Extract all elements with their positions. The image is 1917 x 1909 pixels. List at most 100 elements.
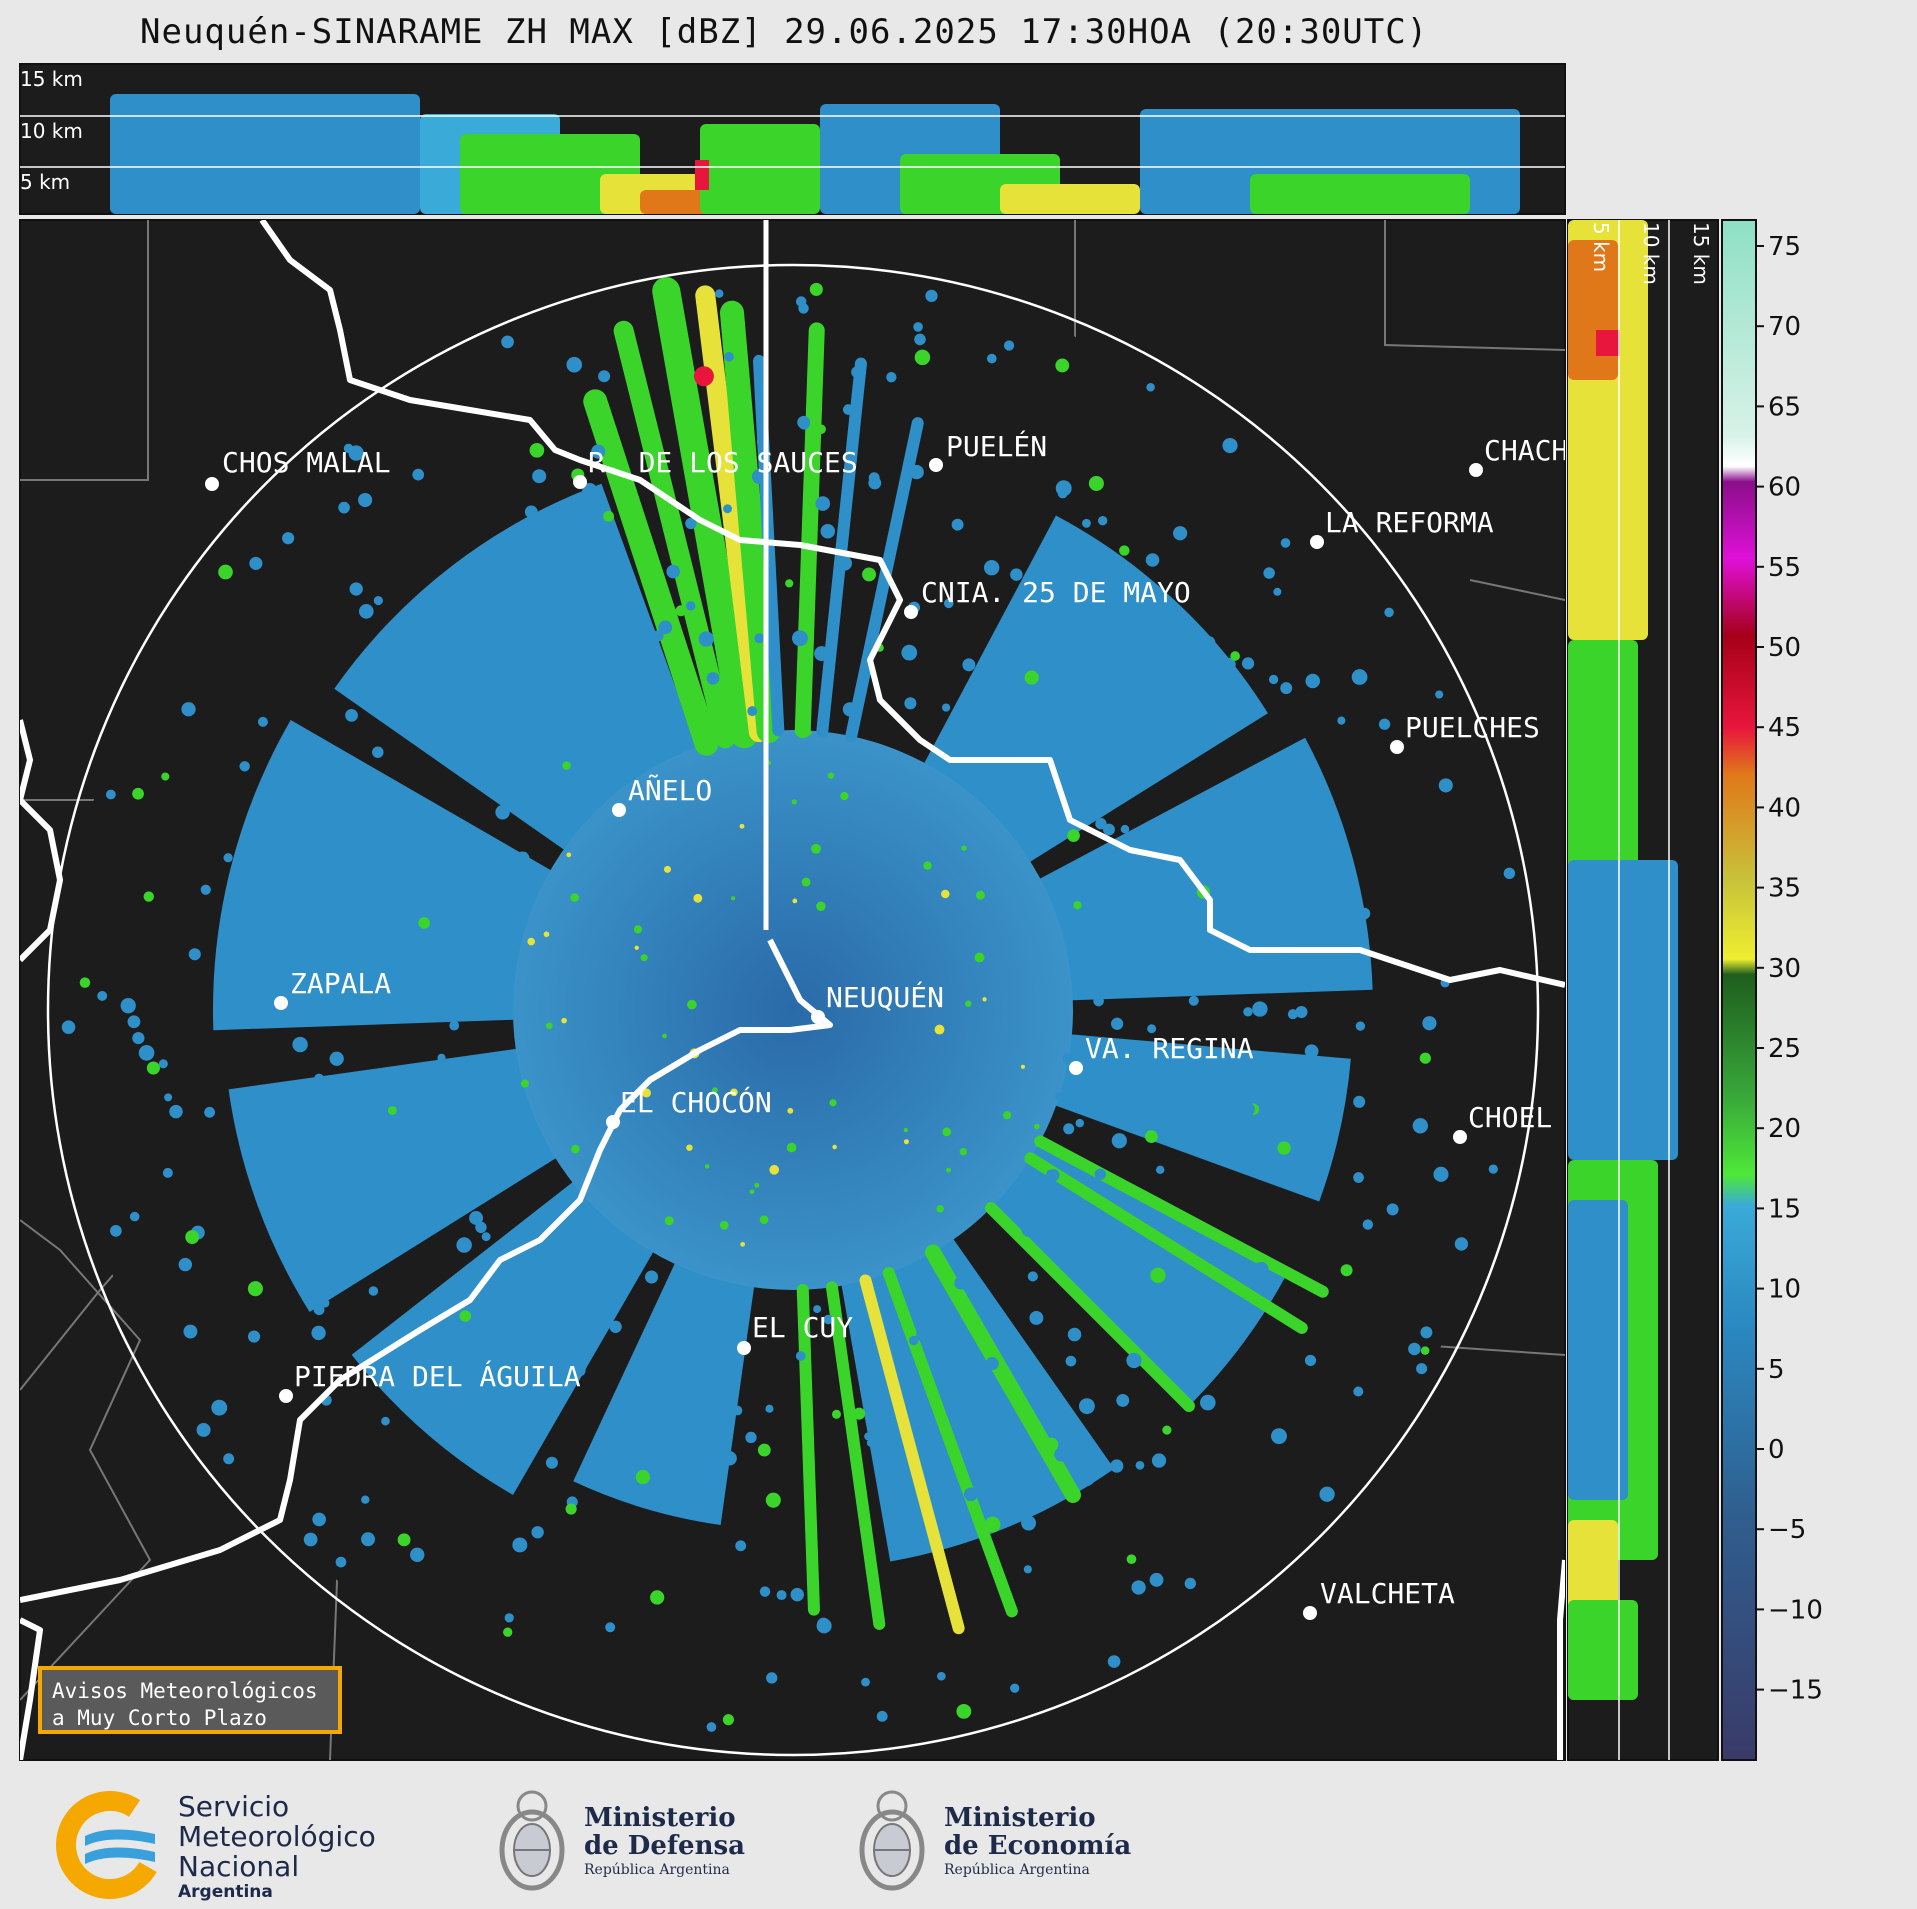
radar-dot <box>1073 890 1084 901</box>
colorbar-tick-label: 55 <box>1768 553 1801 583</box>
svg-text:EL CUY: EL CUY <box>752 1311 853 1344</box>
side-profile-echo <box>1568 860 1678 1160</box>
city-villa-regina: VA. REGINA <box>1069 1032 1254 1075</box>
radar-dot <box>790 1587 804 1602</box>
side-alt-label-5: 5 km <box>1589 222 1613 272</box>
svg-text:VALCHETA: VALCHETA <box>1320 1577 1455 1610</box>
radar-dot <box>338 501 350 514</box>
radar-dot <box>754 1182 760 1188</box>
radar-dot <box>1146 382 1155 392</box>
radar-dot <box>901 644 918 661</box>
radar-dot <box>829 1099 837 1107</box>
top-profile-echo <box>460 134 640 214</box>
radar-dot <box>609 1320 622 1333</box>
svg-text:VA. REGINA: VA. REGINA <box>1085 1032 1254 1065</box>
radar-dot <box>853 1407 866 1420</box>
side-profile-echo <box>1568 1600 1638 1700</box>
svg-text:PUELCHES: PUELCHES <box>1405 711 1540 744</box>
svg-text:ZAPALA: ZAPALA <box>290 967 391 1000</box>
radar-dot <box>785 579 794 588</box>
radar-dot <box>1123 661 1136 675</box>
rivers <box>20 220 1565 1760</box>
city-choele-choel: CHOEL <box>1453 1101 1552 1144</box>
radar-dot <box>635 1469 651 1485</box>
radar-dot <box>132 787 144 800</box>
radar-dot <box>851 366 863 378</box>
side-profile-echo <box>1568 1200 1628 1500</box>
radar-dot <box>1036 563 1053 579</box>
radar-dot <box>1065 1355 1077 1367</box>
radar-dot <box>437 1053 446 1062</box>
radar-dot <box>1433 1166 1449 1182</box>
radar-dot <box>1071 550 1083 562</box>
radar-dot <box>1386 1203 1399 1216</box>
radar-dot <box>566 852 572 858</box>
svg-text:CHOEL: CHOEL <box>1468 1101 1552 1134</box>
radar-dot <box>495 805 510 820</box>
radar-dot <box>1353 1095 1366 1108</box>
radar-dot <box>1135 1460 1145 1470</box>
radar-dot <box>666 564 680 579</box>
radar-dot <box>792 898 798 904</box>
argentina-coat-of-arms-icon <box>499 1790 565 1891</box>
radar-dot <box>809 282 823 296</box>
radar-dot <box>1010 1683 1020 1693</box>
radar-dot <box>625 1474 635 1483</box>
colorbar-tick-label: 75 <box>1768 232 1801 262</box>
radar-dot <box>562 761 571 770</box>
radar-ray <box>825 1281 886 1630</box>
city-puelen: PUELÉN <box>929 429 1047 472</box>
radar-dot <box>1280 538 1291 548</box>
radar-dot <box>1353 1172 1364 1183</box>
radar-dot <box>1095 599 1110 614</box>
colorbar-tick-label: 45 <box>1768 713 1801 743</box>
radar-dot <box>456 1237 472 1253</box>
radar-dot <box>1058 1432 1075 1449</box>
radar-dot <box>1295 1006 1308 1019</box>
radar-dot <box>1142 947 1152 956</box>
radar-ray <box>882 1267 1018 1618</box>
radar-dot <box>1284 783 1295 794</box>
radar-dot <box>1126 1554 1137 1565</box>
radar-dot <box>332 1244 345 1256</box>
radar-dot <box>862 567 877 582</box>
colorbar-tick-label: 15 <box>1768 1194 1801 1224</box>
radar-dot <box>959 1148 968 1156</box>
radar-dot <box>1228 676 1240 687</box>
radar-dot <box>1378 718 1391 730</box>
city-puelches: PUELCHES <box>1390 711 1540 754</box>
radar-dot <box>1273 587 1282 596</box>
radar-dot <box>1422 1016 1437 1031</box>
radar-dot <box>1139 916 1149 926</box>
radar-dot <box>1109 1096 1123 1110</box>
radar-dot <box>664 1216 674 1226</box>
radar-dot <box>909 1335 919 1346</box>
radar-dot <box>418 917 431 929</box>
colorbar-tick-label: 25 <box>1768 1034 1801 1064</box>
radar-dot <box>1003 340 1015 351</box>
radar-dot <box>556 579 566 590</box>
radar-dot <box>161 772 170 781</box>
radar-ray <box>695 285 769 743</box>
city-piedra-del-aguila: PIEDRA DEL ÁGUILA <box>279 1359 581 1403</box>
radar-dot <box>512 1537 528 1553</box>
radar-dot <box>1241 657 1255 670</box>
radar-dot <box>532 469 547 484</box>
radar-dot <box>1110 1459 1124 1473</box>
radar-dot <box>545 1456 558 1469</box>
svg-text:R. DE LOS SAUCES: R. DE LOS SAUCES <box>588 446 858 479</box>
radar-dot <box>1095 818 1107 830</box>
svg-text:AÑELO: AÑELO <box>628 773 712 807</box>
city-chos-malal: CHOS MALAL <box>205 446 391 491</box>
radar-dot <box>811 843 821 854</box>
radar-dot <box>1263 567 1275 579</box>
radar-dot <box>1188 995 1199 1006</box>
radar-dot <box>223 853 233 863</box>
radar-dot <box>381 1416 390 1426</box>
radar-dot <box>765 1404 774 1413</box>
radar-dot <box>271 962 283 974</box>
top-alt-label-15: 15 km <box>20 67 83 91</box>
radar-ray <box>859 1274 965 1635</box>
radar-dot <box>1268 674 1279 685</box>
radar-dot <box>1093 995 1104 1007</box>
